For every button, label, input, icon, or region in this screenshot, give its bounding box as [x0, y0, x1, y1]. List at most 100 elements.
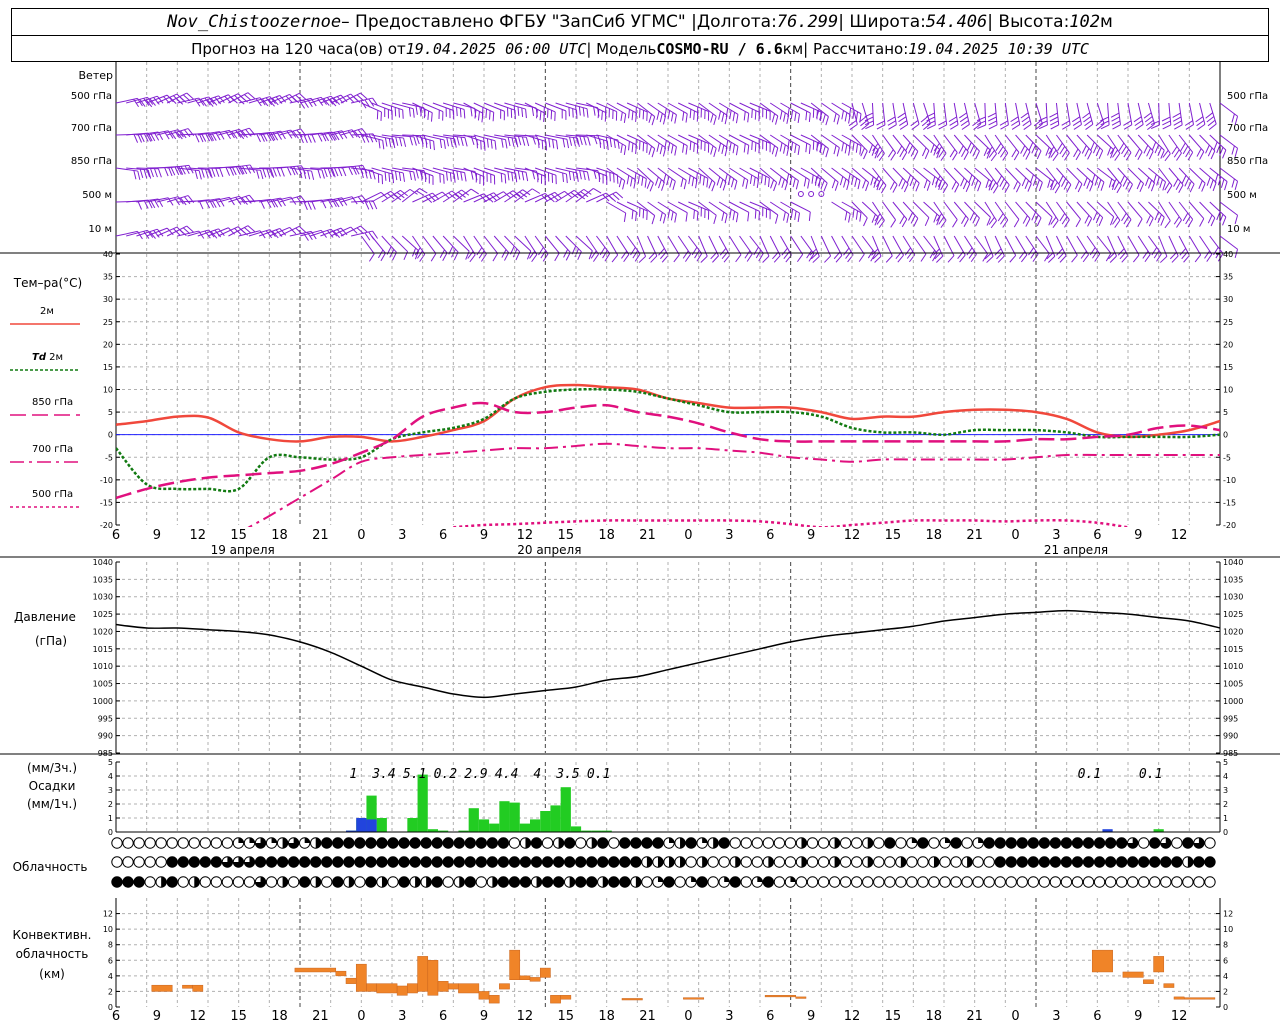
wind-barb — [688, 201, 709, 212]
wind-barb-feather — [747, 145, 750, 155]
cloud-symbol — [928, 837, 940, 849]
cloud-symbol — [917, 876, 929, 888]
wind-barb-feather — [775, 147, 779, 157]
wind-barb-feather — [1009, 255, 1017, 263]
wind-barb-feather — [972, 214, 978, 224]
grid-lines — [116, 562, 1220, 753]
wind-barb — [1168, 201, 1182, 221]
cloud-symbol — [950, 876, 962, 888]
wind-barb-feather — [906, 250, 914, 259]
pressure-series — [115, 609, 1221, 699]
wind-barb-feather — [631, 111, 634, 121]
cloud-symbol — [873, 876, 885, 888]
wind-barb-feather — [372, 200, 378, 210]
cloud-symbol-fill — [459, 876, 465, 888]
wind-barb — [1127, 201, 1143, 220]
wind-barb-feather — [307, 201, 312, 210]
wind-barb — [586, 167, 607, 177]
cloud-symbol — [221, 837, 234, 849]
wind-barb-feather — [1036, 150, 1042, 160]
cloud-symbol — [619, 837, 631, 849]
wind-barb-feather — [814, 174, 819, 184]
cloud-symbol — [453, 856, 465, 868]
wind-barb-feather — [391, 170, 394, 180]
wind-barb-feather — [950, 124, 959, 130]
wind-barb-feather — [276, 167, 281, 177]
wind-barb-feather — [303, 201, 308, 210]
cloud-symbol-fill — [713, 837, 719, 849]
wind-barb-feather — [1050, 120, 1059, 126]
wind-barb-feather — [848, 139, 852, 149]
wind-barb-feather — [969, 145, 975, 154]
y-tick-label-right: 1025 — [1223, 610, 1243, 619]
wind-barb-feather — [1049, 178, 1056, 188]
wind-barb-feather — [1137, 218, 1143, 227]
cloud-symbol — [321, 856, 333, 868]
wind-barb-feather — [403, 137, 407, 147]
wind-barb-feather — [1162, 120, 1171, 126]
wind-barb-feather — [783, 112, 786, 122]
wind-barb-feather — [182, 227, 191, 235]
wind-barb-feather — [1000, 149, 1006, 158]
wind-barb-feather — [1013, 180, 1019, 190]
wind-barb-feather — [656, 142, 660, 152]
wind-barb-feather — [790, 208, 794, 219]
wind-barb-feather — [732, 211, 736, 221]
wind-barb-feather — [419, 253, 426, 262]
cloud-symbol — [828, 876, 841, 888]
wind-barb — [994, 134, 1009, 154]
convective-bar — [427, 960, 439, 996]
wind-barb-feather — [1162, 181, 1167, 191]
wind-level-label-right: 500 м — [1227, 190, 1257, 201]
wind-barb-feather — [968, 250, 975, 259]
wind-barb — [514, 188, 533, 203]
cloud-symbol — [917, 856, 929, 868]
y-tick-label-left: 0 — [108, 1003, 113, 1012]
wind-barb-feather — [1022, 215, 1028, 224]
convective-bar — [519, 975, 531, 980]
convective-bar — [294, 967, 337, 973]
wind-barb-feather — [1135, 124, 1144, 130]
wind-barb-feather — [1164, 153, 1171, 162]
wind-barb-feather — [588, 250, 593, 260]
wind-barb-feather — [896, 145, 903, 155]
y-tick-label-left: -5 — [105, 453, 113, 462]
wind-barb-feather — [1098, 217, 1104, 226]
precip-bar-3h — [417, 774, 428, 832]
wind-barb — [463, 193, 485, 203]
wind-barb-feather — [662, 147, 667, 157]
wind-barb-feather — [1011, 120, 1020, 126]
wind-barb — [729, 134, 749, 146]
wind-barb-feather — [408, 107, 411, 117]
wind-barb-feather — [579, 136, 583, 146]
cloud-symbol — [475, 876, 488, 888]
wind-barb — [677, 167, 698, 180]
wind-barb-feather — [658, 248, 665, 256]
wind-barb-feather — [680, 177, 684, 187]
wind-barb-feather — [674, 213, 677, 223]
wind-barb-feather — [1180, 142, 1186, 151]
wind-barb-feather — [531, 254, 538, 263]
wind-barb — [1137, 235, 1151, 255]
wind-barb-feather — [341, 167, 347, 177]
wind-barb-feather — [973, 123, 982, 130]
wind-barb-feather — [1208, 123, 1217, 131]
wind-barb-feather — [1161, 116, 1171, 122]
wind-barb — [412, 167, 434, 177]
wind-barb-feather — [456, 107, 458, 117]
pressure-axis-unit: (гПа) — [35, 634, 67, 648]
wind-barb-feather — [1075, 151, 1081, 161]
cloud-symbol — [1149, 856, 1161, 868]
wind-barb-feather — [449, 172, 452, 182]
wind-barb-feather — [864, 112, 874, 118]
wind-barb-feather — [317, 98, 324, 106]
y-tick-label-left: 10 — [103, 386, 113, 395]
wind-barb-feather — [394, 107, 397, 117]
wind-barb-feather — [976, 116, 986, 122]
wind-barb-feather — [747, 113, 750, 123]
cloud-symbol — [376, 856, 388, 868]
wind-barb-feather — [1128, 184, 1133, 193]
wind-barb-feather — [1048, 216, 1053, 226]
wind-barb-feather — [532, 170, 536, 180]
wind-barb-feather — [1085, 123, 1094, 130]
